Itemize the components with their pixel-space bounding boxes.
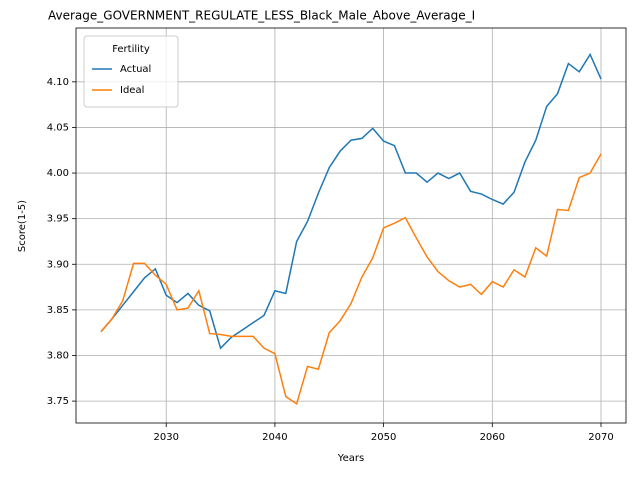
x-tick-label: 2040 — [262, 432, 287, 443]
x-tick-label: 2070 — [588, 432, 613, 443]
line-series — [100, 52, 602, 350]
y-tick-label: 3.85 — [47, 305, 69, 316]
legend-label: Actual — [120, 64, 151, 75]
line-series — [100, 153, 602, 406]
plot-frame — [75, 27, 627, 424]
legend-title: Fertility — [112, 44, 150, 55]
y-tick-label: 3.90 — [47, 259, 69, 270]
y-tick-label: 4.10 — [47, 77, 69, 88]
y-tick-label: 4.05 — [47, 122, 69, 133]
x-tick-label: 2060 — [480, 432, 505, 443]
chart-title: Average_GOVERNMENT_REGULATE_LESS_Black_M… — [48, 9, 475, 23]
y-tick-label: 4.00 — [47, 168, 69, 179]
x-tick-label: 2030 — [153, 432, 178, 443]
y-tick-label: 3.80 — [47, 350, 69, 361]
x-tick-label: 2050 — [371, 432, 396, 443]
y-tick-label: 3.95 — [47, 214, 69, 225]
x-axis-label: Years — [337, 453, 364, 464]
y-tick-label: 3.75 — [47, 396, 69, 407]
y-axis-label: Score(1-5) — [17, 200, 28, 252]
legend-label: Ideal — [120, 85, 144, 96]
